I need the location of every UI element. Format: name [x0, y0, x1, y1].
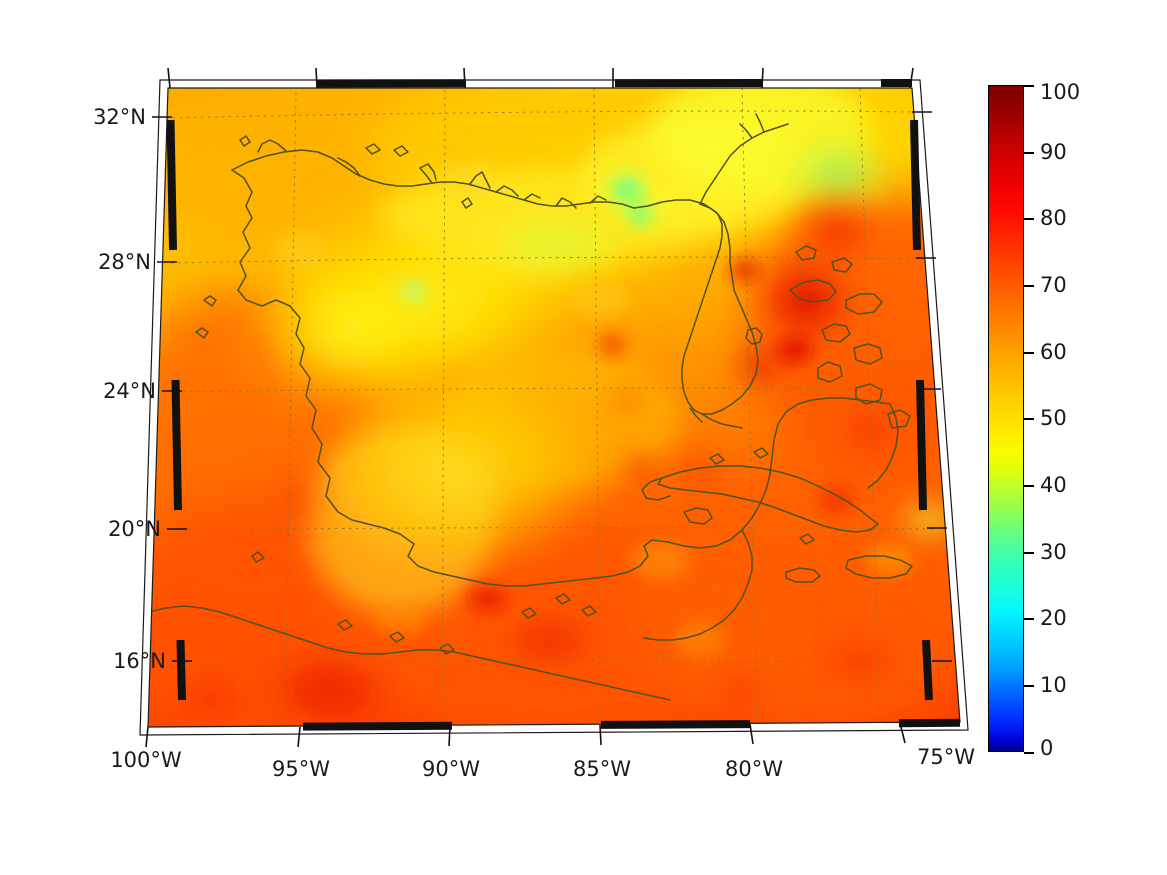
lon-tick-label-80w: 80°W — [725, 757, 783, 781]
colorbar-label-70: 70 — [1040, 273, 1067, 297]
colorbar-label-0: 0 — [1040, 736, 1054, 760]
colorbar-gradient — [989, 86, 1023, 751]
colorbar-tick-60 — [1024, 352, 1034, 354]
lon-ticks — [145, 722, 906, 748]
lat-tick-label-20n: 20°N — [108, 517, 161, 541]
lat-tick-label-16n: 16°N — [113, 649, 166, 673]
colorbar-label-30: 30 — [1040, 540, 1067, 564]
lat-tick-label-24n: 24°N — [103, 379, 156, 403]
colorbar-label-50: 50 — [1040, 406, 1067, 430]
map-plot-area[interactable]: 32°N 28°N 24°N 20°N 16°N 100°W 95°W 90°W… — [0, 0, 1000, 800]
colorbar-tick-30 — [1024, 552, 1034, 554]
colorbar-label-90: 90 — [1040, 140, 1067, 164]
lat-ticks — [152, 116, 192, 662]
lon-tick-label-90w: 90°W — [422, 757, 480, 781]
colorbar-label-40: 40 — [1040, 473, 1067, 497]
heatmap-field — [148, 88, 960, 727]
colorbar-tick-80 — [1024, 218, 1034, 220]
colorbar-label-100: 100 — [1040, 80, 1081, 104]
colorbar-tick-0 — [1024, 752, 1034, 754]
lon-tick-label-95w: 95°W — [272, 757, 330, 781]
colorbar-tick-90 — [1024, 152, 1034, 154]
map-svg — [135, 67, 973, 748]
map-frame — [135, 67, 973, 748]
colorbar-label-80: 80 — [1040, 206, 1067, 230]
colorbar-tick-70 — [1024, 285, 1034, 287]
map-gridlines — [165, 88, 949, 725]
colorbar-label-60: 60 — [1040, 340, 1067, 364]
colorbar-label-10: 10 — [1040, 673, 1067, 697]
colorbar[interactable] — [988, 85, 1024, 752]
lat-tick-label-32n: 32°N — [93, 105, 146, 129]
colorbar-tick-40 — [1024, 485, 1034, 487]
lon-tick-label-85w: 85°W — [573, 757, 631, 781]
colorbar-tick-10 — [1024, 685, 1034, 687]
lon-tick-label-75w: 75°W — [917, 745, 975, 769]
coastlines — [148, 113, 913, 701]
colorbar-label-20: 20 — [1040, 606, 1067, 630]
colorbar-tick-100 — [1024, 85, 1034, 87]
colorbar-tick-50 — [1024, 418, 1034, 420]
lon-tick-label-100w: 100°W — [110, 748, 182, 772]
colorbar-tick-20 — [1024, 618, 1034, 620]
lat-tick-label-28n: 28°N — [98, 250, 151, 274]
